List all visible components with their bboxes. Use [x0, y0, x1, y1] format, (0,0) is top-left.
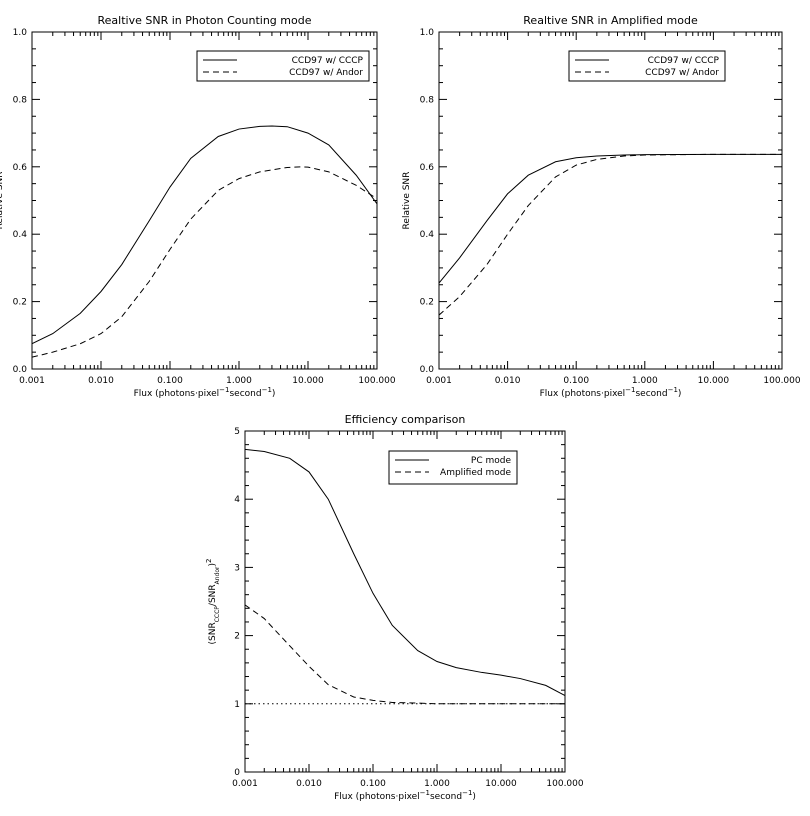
y-tick-label: 1.0	[13, 28, 28, 38]
y-tick-label: 4	[234, 495, 240, 505]
legend-box	[196, 50, 370, 82]
legend-label-1: PC mode	[471, 456, 512, 466]
x-tick-label: 0.001	[232, 779, 258, 789]
legend: CCD97 w/ CCCP CCD97 w/ Andor	[196, 50, 370, 82]
x-tick-label: 10.000	[698, 376, 730, 386]
x-tick-label: 0.100	[563, 376, 589, 386]
y-tick-label: 1	[234, 700, 240, 710]
chart-1: Realtive SNR in Photon Counting mode0.00…	[0, 14, 396, 399]
y-axis-label: Relative SNR	[0, 172, 5, 230]
x-tick-label: 1.000	[226, 376, 252, 386]
series-line-1	[245, 448, 565, 697]
legend-box	[568, 50, 726, 82]
y-tick-label: 2	[234, 632, 240, 642]
x-axis-label: Flux (photons·pixel−1second−1)	[334, 789, 476, 802]
x-tick-label: 10.000	[485, 779, 517, 789]
series-line-1	[439, 153, 782, 284]
x-tick-label: 0.001	[426, 376, 452, 386]
x-tick-label: 100.000	[546, 779, 583, 789]
x-axis-label: Flux (photons·pixel−1second−1)	[134, 386, 276, 399]
legend-label-1: CCD97 w/ CCCP	[292, 56, 364, 66]
legend: CCD97 w/ CCCP CCD97 w/ Andor	[568, 50, 726, 82]
legend-box	[388, 450, 518, 485]
legend-label-2: CCD97 w/ Andor	[289, 68, 363, 78]
plot-frame	[31, 31, 378, 370]
series-line-2	[245, 604, 565, 705]
y-tick-label: 3	[234, 563, 240, 573]
y-tick-label: 0.4	[420, 230, 435, 240]
legend-label-1: CCD97 w/ CCCP	[648, 56, 720, 66]
chart-3: Efficiency comparison 0.001 0.010 0.100 1.00…	[205, 413, 584, 802]
y-tick-label: 5	[234, 427, 240, 437]
plot-frame	[438, 31, 783, 370]
chart-title: Realtive SNR in Photon Counting mode	[98, 14, 312, 27]
x-tick-label: 10.000	[292, 376, 324, 386]
x-tick-label: 1.000	[424, 779, 450, 789]
series-line-2	[439, 153, 782, 316]
y-tick-label: 0.4	[13, 230, 28, 240]
x-axis-label: Flux (photons·pixel−1second−1)	[540, 386, 682, 399]
x-tick-label: 0.001	[19, 376, 45, 386]
legend-label-2: Amplified mode	[440, 468, 511, 478]
y-axis-label: Relative SNR	[402, 172, 412, 230]
y-tick-label: 1.0	[420, 28, 435, 38]
series-line-2	[32, 166, 377, 358]
y-tick-label: 0.6	[13, 163, 28, 173]
x-tick-label: 100.000	[358, 376, 395, 386]
series-line-1	[32, 125, 377, 345]
x-tick-label: 100.000	[763, 376, 800, 386]
legend: PC mode Amplified mode	[388, 450, 518, 485]
y-tick-label: 0.8	[13, 95, 28, 105]
chart-title: Realtive SNR in Amplified mode	[523, 14, 698, 27]
x-tick-label: 0.010	[296, 779, 322, 789]
x-tick-label: 0.010	[495, 376, 521, 386]
plot-frame	[244, 430, 566, 773]
y-tick-label: 0.6	[420, 163, 435, 173]
x-tick-label: 0.100	[157, 376, 183, 386]
y-tick-label: 0.2	[420, 298, 434, 308]
x-tick-label: 0.100	[360, 779, 386, 789]
x-tick-label: 1.000	[632, 376, 658, 386]
y-tick-label: 0	[234, 768, 240, 778]
y-tick-label: 0.0	[420, 365, 435, 375]
x-tick-label: 0.010	[88, 376, 114, 386]
y-tick-label: 0.2	[13, 298, 27, 308]
chart-title: Efficiency comparison	[345, 413, 466, 426]
y-tick-label: 0.0	[13, 365, 28, 375]
legend-label-2: CCD97 w/ Andor	[645, 68, 719, 78]
y-axis-label: (SNRCCCP/SNRAndor)2	[205, 559, 221, 645]
y-tick-label: 0.8	[420, 95, 435, 105]
